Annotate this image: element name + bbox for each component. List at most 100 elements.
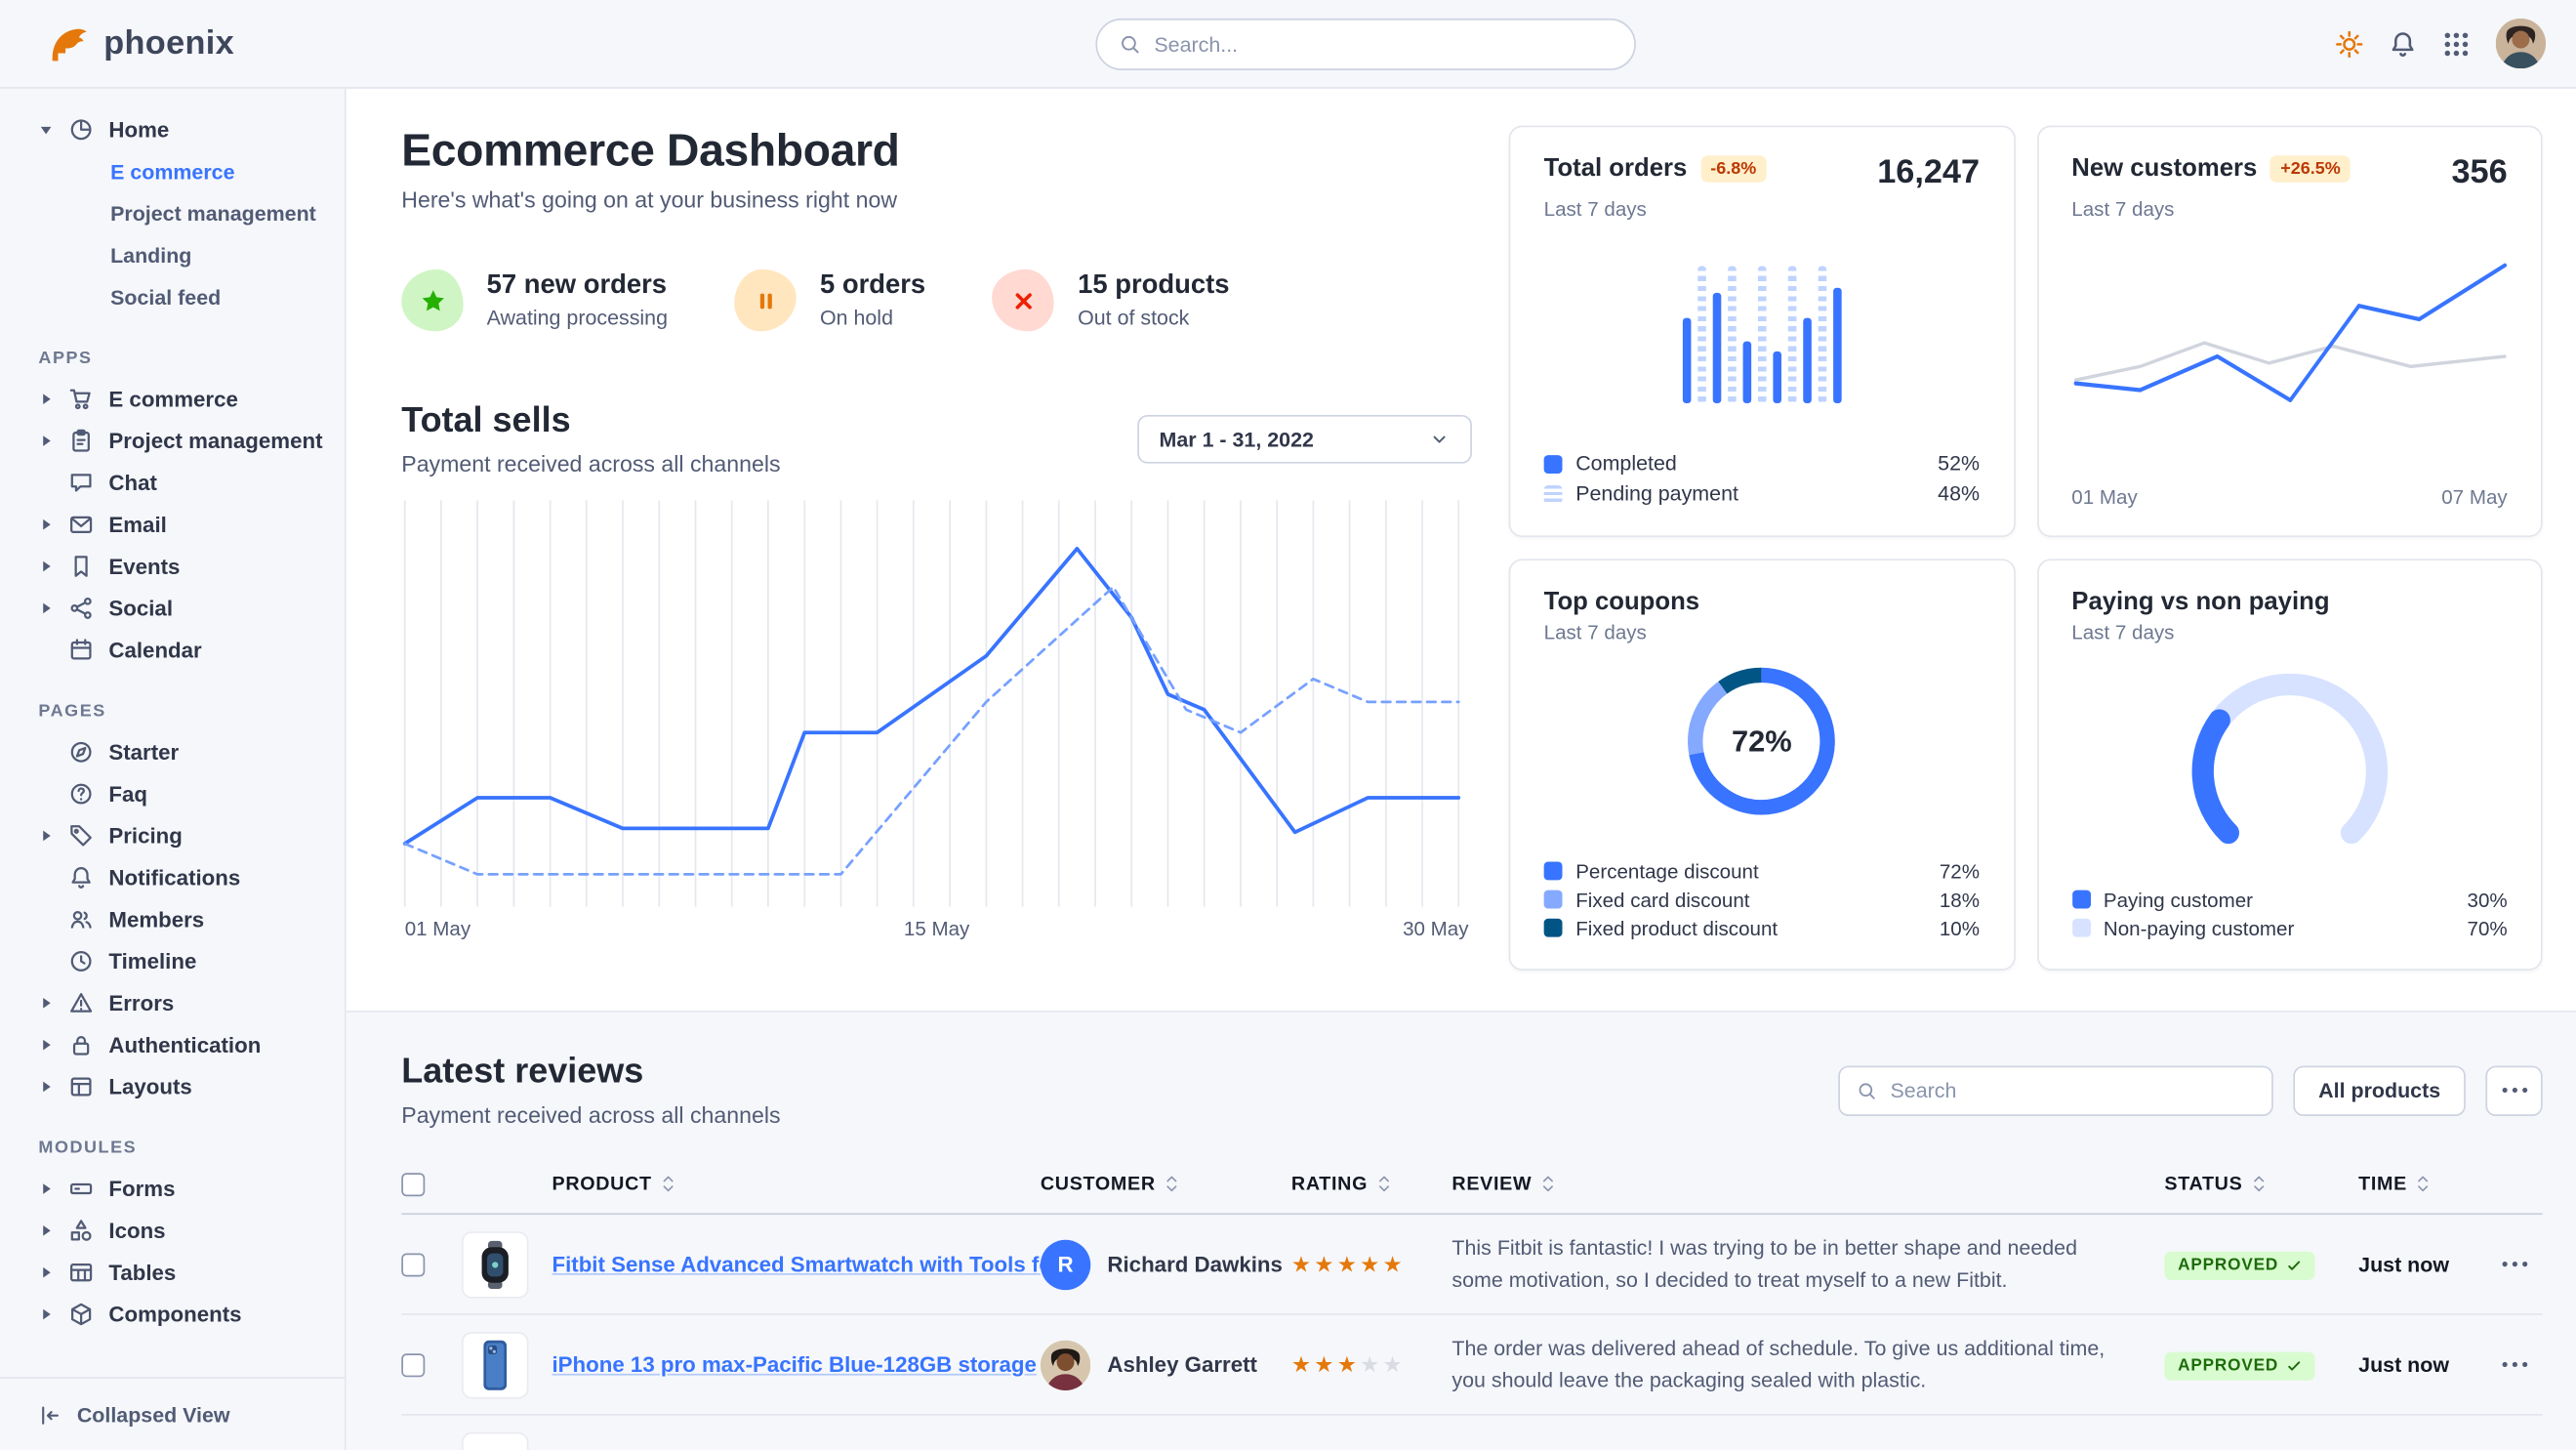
sidebar-section-label-modules: MODULES xyxy=(38,1138,138,1158)
x-axis-label: 15 May xyxy=(903,917,970,941)
sidebar-item-timeline[interactable]: Timeline xyxy=(0,940,345,982)
mail-icon xyxy=(68,512,94,537)
sidebar-item-events[interactable]: Events xyxy=(0,546,345,588)
ellipsis-icon xyxy=(2501,1087,2507,1093)
x-axis-label: 07 May xyxy=(2441,484,2508,509)
pause-stat-icon xyxy=(734,269,797,332)
sidebar-item-chat[interactable]: Chat xyxy=(0,462,345,504)
product-link[interactable]: iPhone 13 pro max-Pacific Blue-128GB sto… xyxy=(552,1351,1037,1378)
caret-right-icon xyxy=(38,996,53,1011)
sidebar-item-layouts[interactable]: Layouts xyxy=(0,1066,345,1108)
collapse-icon xyxy=(38,1403,61,1427)
star-filled-icon: ★ xyxy=(1290,1250,1315,1276)
sidebar-subitem-social-feed[interactable]: Social feed xyxy=(110,285,222,310)
global-search[interactable] xyxy=(1095,18,1636,70)
product-thumbnail[interactable] xyxy=(461,1230,529,1298)
legend-swatch xyxy=(1543,918,1563,937)
caret-right-icon xyxy=(38,1037,53,1052)
global-search-input[interactable] xyxy=(1154,32,1613,57)
legend-value: 48% xyxy=(1938,481,1981,506)
reviews-search[interactable] xyxy=(1838,1064,2273,1116)
product-thumbnail[interactable] xyxy=(461,1331,529,1398)
sidebar-item-tables[interactable]: Tables xyxy=(0,1252,345,1294)
column-header-time[interactable]: TIME xyxy=(2358,1173,2499,1194)
sidebar-item-label: Tables xyxy=(108,1260,177,1286)
column-header-review[interactable]: REVIEW xyxy=(1452,1173,2164,1194)
all-products-button[interactable]: All products xyxy=(2293,1064,2466,1116)
x-axis-label: 30 May xyxy=(1403,917,1469,941)
sidebar-item-authentication[interactable]: Authentication xyxy=(0,1024,345,1066)
column-header-label: RATING xyxy=(1290,1174,1369,1194)
sidebar-item-email[interactable]: Email xyxy=(0,504,345,546)
row-actions-button[interactable] xyxy=(2499,1262,2543,1267)
sidebar-item-e-commerce[interactable]: E commerce xyxy=(0,378,345,420)
donut-center-value: 72% xyxy=(1731,724,1792,758)
stat-label: Out of stock xyxy=(1078,306,1190,330)
card-value: 16,247 xyxy=(1877,153,1981,191)
stat-label: On hold xyxy=(819,306,893,330)
sidebar-item-members[interactable]: Members xyxy=(0,898,345,940)
rating-stars: ★★★★★ xyxy=(1291,1351,1452,1378)
sidebar-subitem-landing[interactable]: Landing xyxy=(110,243,192,268)
reviews-toolbar: All products xyxy=(1838,1064,2543,1116)
row-checkbox[interactable] xyxy=(401,1252,426,1276)
reviews-title: Latest reviews xyxy=(401,1052,644,1092)
product-thumbnail[interactable] xyxy=(461,1430,529,1450)
notifications-button[interactable] xyxy=(2389,29,2417,58)
sidebar-item-calendar[interactable]: Calendar xyxy=(0,629,345,671)
sidebar-subitem-project-management[interactable]: Project management xyxy=(110,201,316,226)
caret-right-icon xyxy=(38,601,53,615)
row-actions-button[interactable] xyxy=(2499,1361,2543,1368)
user-avatar[interactable] xyxy=(2496,19,2546,68)
paying-legend: Paying customer 30% Non-paying customer 70% xyxy=(2071,885,2508,941)
row-checkbox[interactable] xyxy=(401,1352,426,1377)
reviews-search-input[interactable] xyxy=(1890,1078,2256,1102)
column-header-rating[interactable]: RATING xyxy=(1291,1173,1452,1194)
card-title: Total orders xyxy=(1543,153,1688,183)
column-header-customer[interactable]: CUSTOMER xyxy=(1041,1173,1291,1194)
sidebar-item-faq[interactable]: Faq xyxy=(0,773,345,815)
sidebar-item-home[interactable]: Home xyxy=(0,108,345,150)
chart-x-axis-labels: 01 May 07 May xyxy=(2071,485,2507,509)
sidebar-item-forms[interactable]: Forms xyxy=(0,1168,345,1210)
sidebar-item-errors[interactable]: Errors xyxy=(0,982,345,1024)
column-header-product[interactable]: PRODUCT xyxy=(552,1173,1040,1194)
apps-grid-button[interactable] xyxy=(2442,29,2471,58)
card-title: New customers xyxy=(2071,153,2258,183)
collapse-sidebar-button[interactable]: Collapsed View xyxy=(0,1377,346,1450)
sidebar-item-social[interactable]: Social xyxy=(0,587,345,629)
total-sells-title: Total sells xyxy=(401,401,571,440)
caret-right-icon xyxy=(38,1306,53,1321)
status-badge: APPROVED xyxy=(2164,1351,2315,1381)
sidebar-item-icons[interactable]: Icons xyxy=(0,1210,345,1252)
select-all-checkbox[interactable] xyxy=(401,1172,426,1196)
phoenix-logo[interactable]: phoenix xyxy=(45,21,234,65)
x-axis-label: 01 May xyxy=(404,917,471,941)
column-header-status[interactable]: STATUS xyxy=(2164,1173,2358,1194)
sidebar-item-pricing[interactable]: Pricing xyxy=(0,815,345,857)
sidebar-item-starter[interactable]: Starter xyxy=(0,731,345,773)
lock-icon xyxy=(68,1032,94,1057)
tag-icon xyxy=(68,823,94,849)
sidebar-item-project-management[interactable]: Project management xyxy=(0,420,345,462)
card-title: Paying vs non paying xyxy=(2071,587,2330,616)
legend-item-paying-customer: Paying customer 30% xyxy=(2071,885,2508,913)
legend-label: Non-paying customer xyxy=(2103,916,2295,940)
product-link[interactable]: Fitbit Sense Advanced Smartwatch with To… xyxy=(552,1251,1041,1277)
star-filled-icon: ★ xyxy=(1314,1350,1337,1377)
more-options-button[interactable] xyxy=(2485,1064,2543,1116)
stat-value: 5 orders xyxy=(819,270,926,300)
date-range-select[interactable]: Mar 1 - 31, 2022 xyxy=(1137,414,1472,464)
bell-icon xyxy=(2389,29,2417,58)
reviews-subtitle: Payment received across all channels xyxy=(401,1102,781,1128)
x-axis-label: 01 May xyxy=(2071,484,2138,509)
sidebar-subitem-e-commerce[interactable]: E commerce xyxy=(110,159,235,184)
theme-toggle-button[interactable] xyxy=(2335,29,2363,58)
sidebar-item-notifications[interactable]: Notifications xyxy=(0,856,345,898)
caret-right-icon xyxy=(38,518,53,532)
caret-right-icon xyxy=(38,828,53,843)
sidebar-item-components[interactable]: Components xyxy=(0,1294,345,1336)
legend-swatch xyxy=(2071,918,2091,937)
star-filled-icon: ★ xyxy=(1336,1350,1361,1377)
